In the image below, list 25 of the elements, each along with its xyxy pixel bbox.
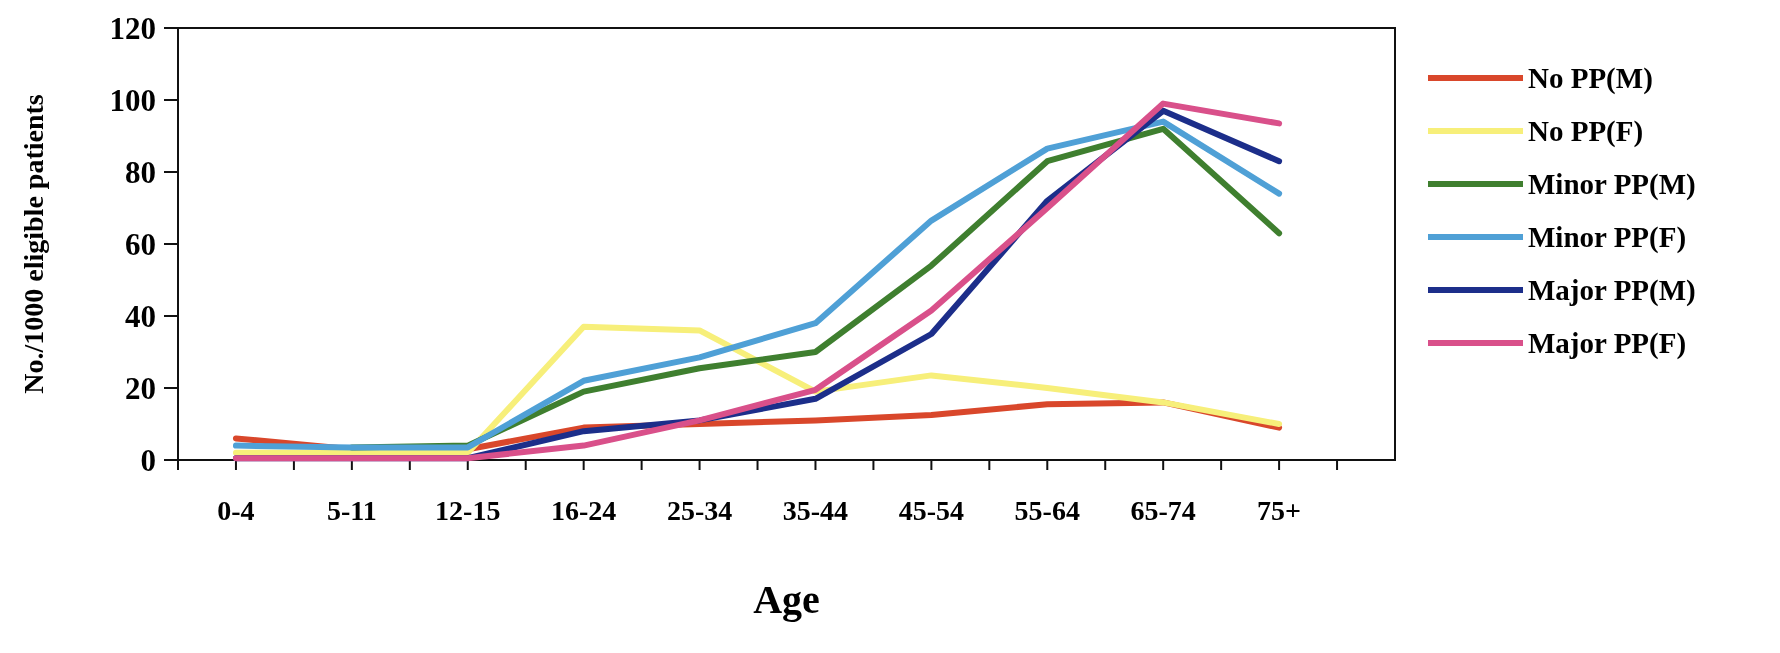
x-tick-label: 65-74: [1130, 495, 1196, 526]
y-tick-label: 40: [125, 298, 156, 334]
y-tick-label: 100: [109, 82, 156, 118]
legend-label: Major PP(M): [1528, 274, 1696, 308]
x-tick-label: 45-54: [898, 495, 965, 526]
x-tick-label: 5-11: [326, 495, 377, 526]
legend-label: Minor PP(F): [1528, 221, 1687, 255]
x-tick-label: 12-15: [435, 495, 501, 526]
x-tick-label: 16-24: [551, 495, 617, 526]
legend-label: No PP(M): [1528, 62, 1653, 96]
x-tick-label: 25-34: [666, 495, 733, 526]
legend-label: Major PP(F): [1528, 327, 1687, 361]
legend-label: Minor PP(M): [1528, 168, 1696, 202]
x-tick-label: 0-4: [217, 495, 255, 526]
y-tick-label: 20: [125, 370, 156, 406]
y-tick-label: 60: [125, 226, 156, 262]
y-tick-label: 80: [125, 154, 156, 190]
y-axis-title: No./1000 eligible patients: [18, 94, 49, 394]
legend-label: No PP(F): [1528, 115, 1644, 149]
x-tick-label: 75+: [1257, 495, 1302, 526]
x-tick-label: 35-44: [782, 495, 849, 526]
y-tick-label: 0: [140, 442, 156, 478]
y-tick-label: 120: [109, 10, 156, 46]
x-axis-title: Age: [753, 577, 820, 622]
x-tick-label: 55-64: [1014, 495, 1080, 526]
